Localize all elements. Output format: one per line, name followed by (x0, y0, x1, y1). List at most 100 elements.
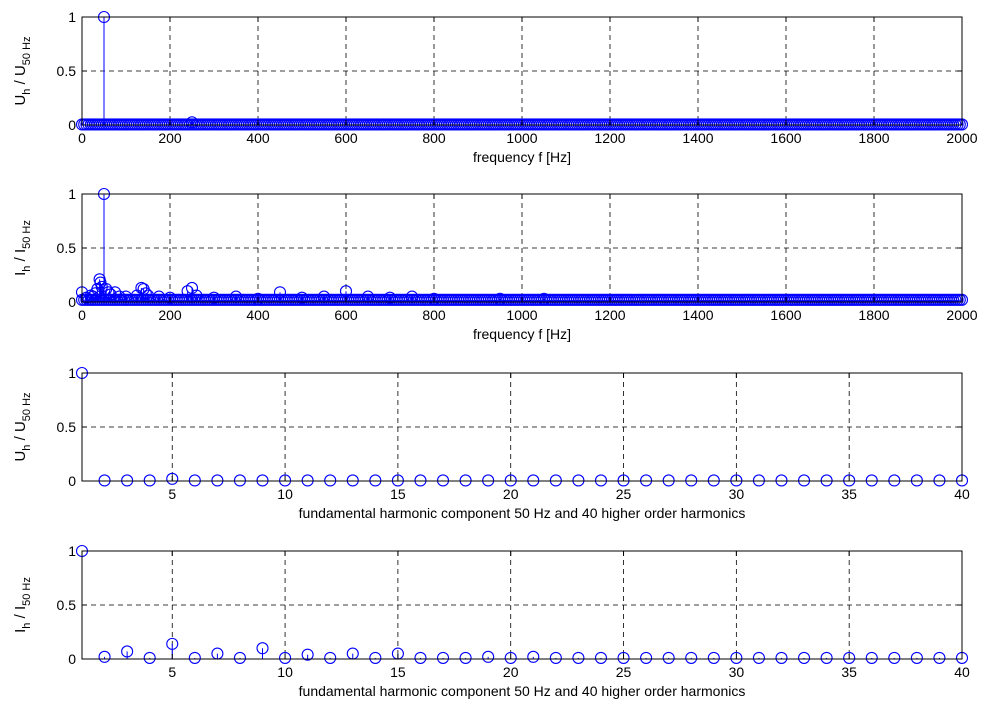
x-tick-label: 1200 (594, 130, 625, 146)
x-tick-label: 1000 (506, 307, 537, 323)
x-tick-label: 600 (334, 130, 358, 146)
x-tick-label: 5 (168, 664, 176, 680)
stem-marker (775, 651, 788, 664)
x-tick-label: 400 (246, 307, 270, 323)
stem-marker (166, 472, 179, 485)
stem-marker (279, 474, 292, 487)
stem-marker (256, 642, 269, 655)
stem-marker (108, 286, 122, 299)
x-tick-label: 25 (616, 664, 632, 680)
x-tick-label: 15 (390, 486, 406, 502)
x-tick-label: 400 (246, 130, 270, 146)
stem-marker (427, 292, 441, 305)
stem-marker (436, 474, 450, 487)
x-tick-label: 2000 (946, 307, 977, 323)
series-stems (75, 10, 969, 131)
stem-marker (190, 289, 203, 302)
stem-marker (933, 651, 946, 664)
y-tick-label: 0.5 (57, 240, 77, 256)
x-tick-label: 1600 (770, 307, 801, 323)
stem-marker (572, 474, 585, 487)
x-axis-label: frequency f [Hz] (473, 326, 571, 342)
stem-marker (537, 292, 551, 305)
stem-marker (617, 651, 630, 664)
x-tick-label: 1400 (682, 307, 713, 323)
x-tick-label: 35 (841, 664, 857, 680)
stem-marker (527, 650, 540, 663)
stem-marker (251, 292, 265, 305)
x-tick-label: 1000 (506, 130, 537, 146)
stem-marker (185, 281, 199, 295)
stem-marker (843, 474, 856, 487)
stem-marker (211, 474, 224, 487)
x-tick-label: 10 (277, 486, 293, 502)
x-axis-label: fundamental harmonic component 50 Hz and… (299, 505, 746, 521)
stem-marker (752, 651, 765, 664)
stem-marker (865, 474, 878, 487)
stem-marker (414, 474, 427, 487)
y-tick-label: 1 (68, 9, 76, 25)
y-tick-label: 0 (68, 117, 76, 133)
x-axis-label: frequency f [Hz] (473, 149, 571, 165)
stem-marker (617, 474, 630, 487)
stem-marker (482, 474, 495, 487)
stem-marker (185, 116, 199, 129)
y-tick-label: 0.5 (57, 419, 77, 435)
x-axis-label: fundamental harmonic component 50 Hz and… (299, 683, 746, 699)
stem-marker (279, 651, 292, 664)
stem-marker (888, 651, 901, 664)
y-tick-label: 1 (68, 543, 76, 559)
x-tick-label: 30 (729, 664, 745, 680)
stem-marker (339, 285, 353, 298)
x-tick-label: 200 (158, 130, 182, 146)
stem-marker (102, 286, 115, 299)
y-axis-label: Ih / I50 Hz (12, 577, 33, 633)
x-tick-label: 1200 (594, 307, 625, 323)
stem-marker (820, 651, 833, 664)
stem-marker (163, 291, 177, 304)
x-tick-label: 25 (616, 486, 632, 502)
stem-marker (301, 648, 314, 661)
stem-marker (594, 474, 608, 487)
y-tick-label: 1 (68, 186, 76, 202)
x-tick-label: 1600 (770, 130, 801, 146)
y-tick-label: 0.5 (57, 597, 77, 613)
y-axis-label: Uh / U50 Hz (12, 36, 33, 105)
x-tick-label: 600 (334, 307, 358, 323)
stem-marker (685, 474, 698, 487)
stem-marker (166, 637, 179, 650)
stem-marker (549, 474, 562, 487)
stem-marker (888, 474, 901, 487)
y-tick-label: 0 (68, 473, 76, 489)
stem-marker (775, 474, 788, 487)
stem-marker (640, 474, 653, 487)
subplot-4: 5 10 15 20 25 30 35 40 0 0.5 1 fundamental harmonic… (12, 543, 970, 699)
stem-marker (459, 651, 472, 664)
stem-marker (121, 645, 134, 658)
stem-marker (98, 650, 111, 663)
stem-marker (188, 474, 201, 487)
series-stems (75, 187, 969, 306)
x-tick-label: 0 (78, 307, 86, 323)
stem-marker (594, 651, 608, 664)
stem-marker (640, 651, 653, 664)
x-tick-label: 30 (729, 486, 745, 502)
stem-marker (295, 291, 309, 304)
stem-marker (707, 651, 720, 664)
stem-marker (798, 651, 811, 664)
x-tick-label: 35 (841, 486, 857, 502)
stem-marker (910, 651, 923, 664)
y-axis-label: Uh / U50 Hz (12, 392, 33, 461)
subplot-3: 5 10 15 20 25 30 35 40 0 0.5 1 fundamental harmonic… (12, 365, 970, 521)
x-tick-label: 0 (78, 130, 86, 146)
y-tick-label: 0.5 (57, 63, 77, 79)
stem-marker (482, 650, 495, 663)
stem-marker (798, 474, 811, 487)
x-tick-label: 200 (158, 307, 182, 323)
stem-marker (369, 474, 382, 487)
stem-marker (662, 651, 675, 664)
stem-marker (188, 651, 201, 664)
y-tick-label: 1 (68, 365, 76, 381)
stem-marker (685, 651, 698, 664)
stem-marker (707, 474, 720, 487)
